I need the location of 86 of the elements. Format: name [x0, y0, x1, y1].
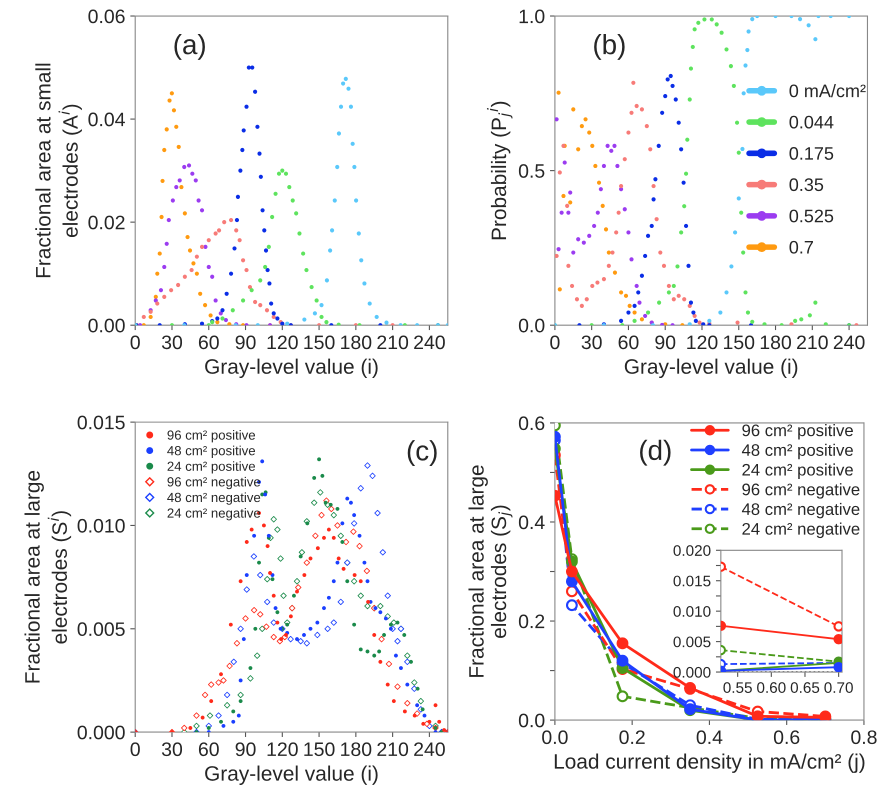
x-tick-label: 240 [834, 335, 865, 350]
y-tick-label: 0.000 [78, 726, 125, 740]
x-tick-label: 150 [304, 335, 335, 350]
y-tick-label: 0.02 [88, 216, 125, 230]
x-tick-label: 0.65 [790, 682, 820, 693]
y-tick-label: 0.005 [673, 636, 710, 648]
x-tick-label: 180 [341, 742, 372, 756]
y-tick-label: 0.00 [88, 318, 125, 332]
y-tick-label: 0.005 [78, 622, 125, 636]
x-axis-title: Gray-level value (i) [624, 358, 798, 378]
y-tick-label: 0.5 [518, 164, 544, 178]
x-tick-label: 150 [304, 742, 335, 756]
legend-label: 24 cm² positive [168, 461, 256, 474]
x-tick-label: 90 [655, 335, 676, 350]
y-tick-label: 0.020 [673, 545, 711, 556]
y-tick-label: 0.010 [78, 518, 125, 533]
y-tick-label: 0.015 [673, 576, 710, 586]
x-tick-label: 180 [341, 335, 372, 350]
y-tick-label: 0.010 [673, 606, 711, 617]
y-axis-title: Probability (P$_{j}$$^{i}$) [486, 102, 512, 240]
x-tick-label: 210 [797, 335, 828, 350]
legend-label: 48 cm² positive [167, 446, 256, 458]
x-tick-label: 0.8 [851, 730, 877, 744]
x-tick-label: 240 [414, 742, 445, 756]
x-tick-label: 0.60 [757, 682, 786, 693]
y-tick-label: 0.06 [88, 9, 125, 24]
legend-label: 0.525 [789, 210, 834, 222]
y-tick-label: 0.04 [88, 112, 125, 126]
x-tick-label: 0.55 [723, 682, 752, 693]
legend-label: 0.7 [789, 240, 813, 254]
x-tick-label: 30 [162, 742, 182, 756]
y-tick-label: 0.015 [78, 416, 125, 430]
x-tick-label: 210 [377, 335, 408, 350]
x-tick-label: 150 [724, 335, 754, 350]
x-tick-label: 90 [236, 335, 256, 350]
legend-label: 0.35 [789, 178, 824, 192]
y-axis-title: Fractional area at small electrodes (A$^{i}$) [35, 64, 82, 278]
x-tick-label: 120 [268, 742, 298, 756]
y-tick-label: 0.0 [518, 318, 544, 332]
x-tick-label: 60 [618, 335, 638, 350]
y-tick-label: 0.6 [518, 416, 544, 430]
x-tick-label: 0.4 [696, 730, 722, 744]
x-tick-label: 0 [550, 335, 560, 350]
legend-label: 24 cm² positive [742, 463, 853, 479]
legend-label: 96 cm² negative [742, 483, 860, 499]
legend-label: 24 cm² negative [168, 508, 260, 520]
x-tick-label: 60 [198, 335, 219, 350]
x-tick-label: 0.0 [542, 730, 568, 744]
x-tick-label: 0.6 [774, 730, 800, 744]
legend-label: 48 cm² positive [742, 444, 853, 460]
y-axis-title: Fractional area at large electrodes (S$_{j}$) [468, 465, 512, 677]
x-tick-label: 30 [162, 335, 182, 350]
annotation: (d) [640, 440, 671, 466]
annotation: (b) [594, 34, 625, 60]
x-axis-title: Gray-level value (i) [205, 766, 378, 785]
legend-label: 48 cm² negative [167, 492, 260, 505]
x-tick-label: 0.2 [619, 730, 645, 744]
x-tick-label: 120 [687, 335, 718, 350]
y-tick-label: 1.0 [520, 9, 544, 24]
annotation: (c) [408, 440, 437, 466]
legend-label: 0 mA/cm² [789, 84, 866, 98]
x-axis-title: Load current density in mA/cm² (j) [554, 754, 864, 773]
legend-label: 24 cm² negative [742, 522, 860, 538]
y-axis-title: Fractional area at large electrodes (S$^{i}$) [24, 470, 72, 683]
x-axis-title: Gray-level value (i) [205, 358, 378, 378]
x-tick-label: 0 [130, 335, 140, 350]
x-tick-label: 90 [236, 742, 256, 756]
annotation: (a) [174, 34, 205, 60]
legend-label: 0.175 [789, 147, 834, 160]
x-tick-label: 120 [268, 335, 298, 350]
legend-label: 96 cm² negative [167, 476, 260, 490]
y-tick-label: 0.2 [518, 614, 544, 628]
legend-label: 96 cm² positive [742, 424, 853, 440]
y-tick-label: 0.0 [518, 714, 544, 728]
legend-label: 96 cm² positive [167, 430, 256, 442]
x-tick-label: 0.70 [824, 682, 853, 693]
y-tick-label: 0.4 [518, 515, 545, 530]
x-tick-label: 0 [130, 742, 140, 756]
legend-label: 0.044 [789, 116, 834, 129]
y-tick-label: 0.000 [673, 666, 711, 678]
x-tick-label: 240 [414, 335, 445, 350]
x-tick-label: 210 [377, 742, 408, 756]
x-tick-label: 180 [760, 335, 791, 350]
x-tick-label: 30 [582, 335, 602, 350]
x-tick-label: 60 [198, 742, 219, 756]
legend-label: 48 cm² negative [742, 502, 860, 518]
